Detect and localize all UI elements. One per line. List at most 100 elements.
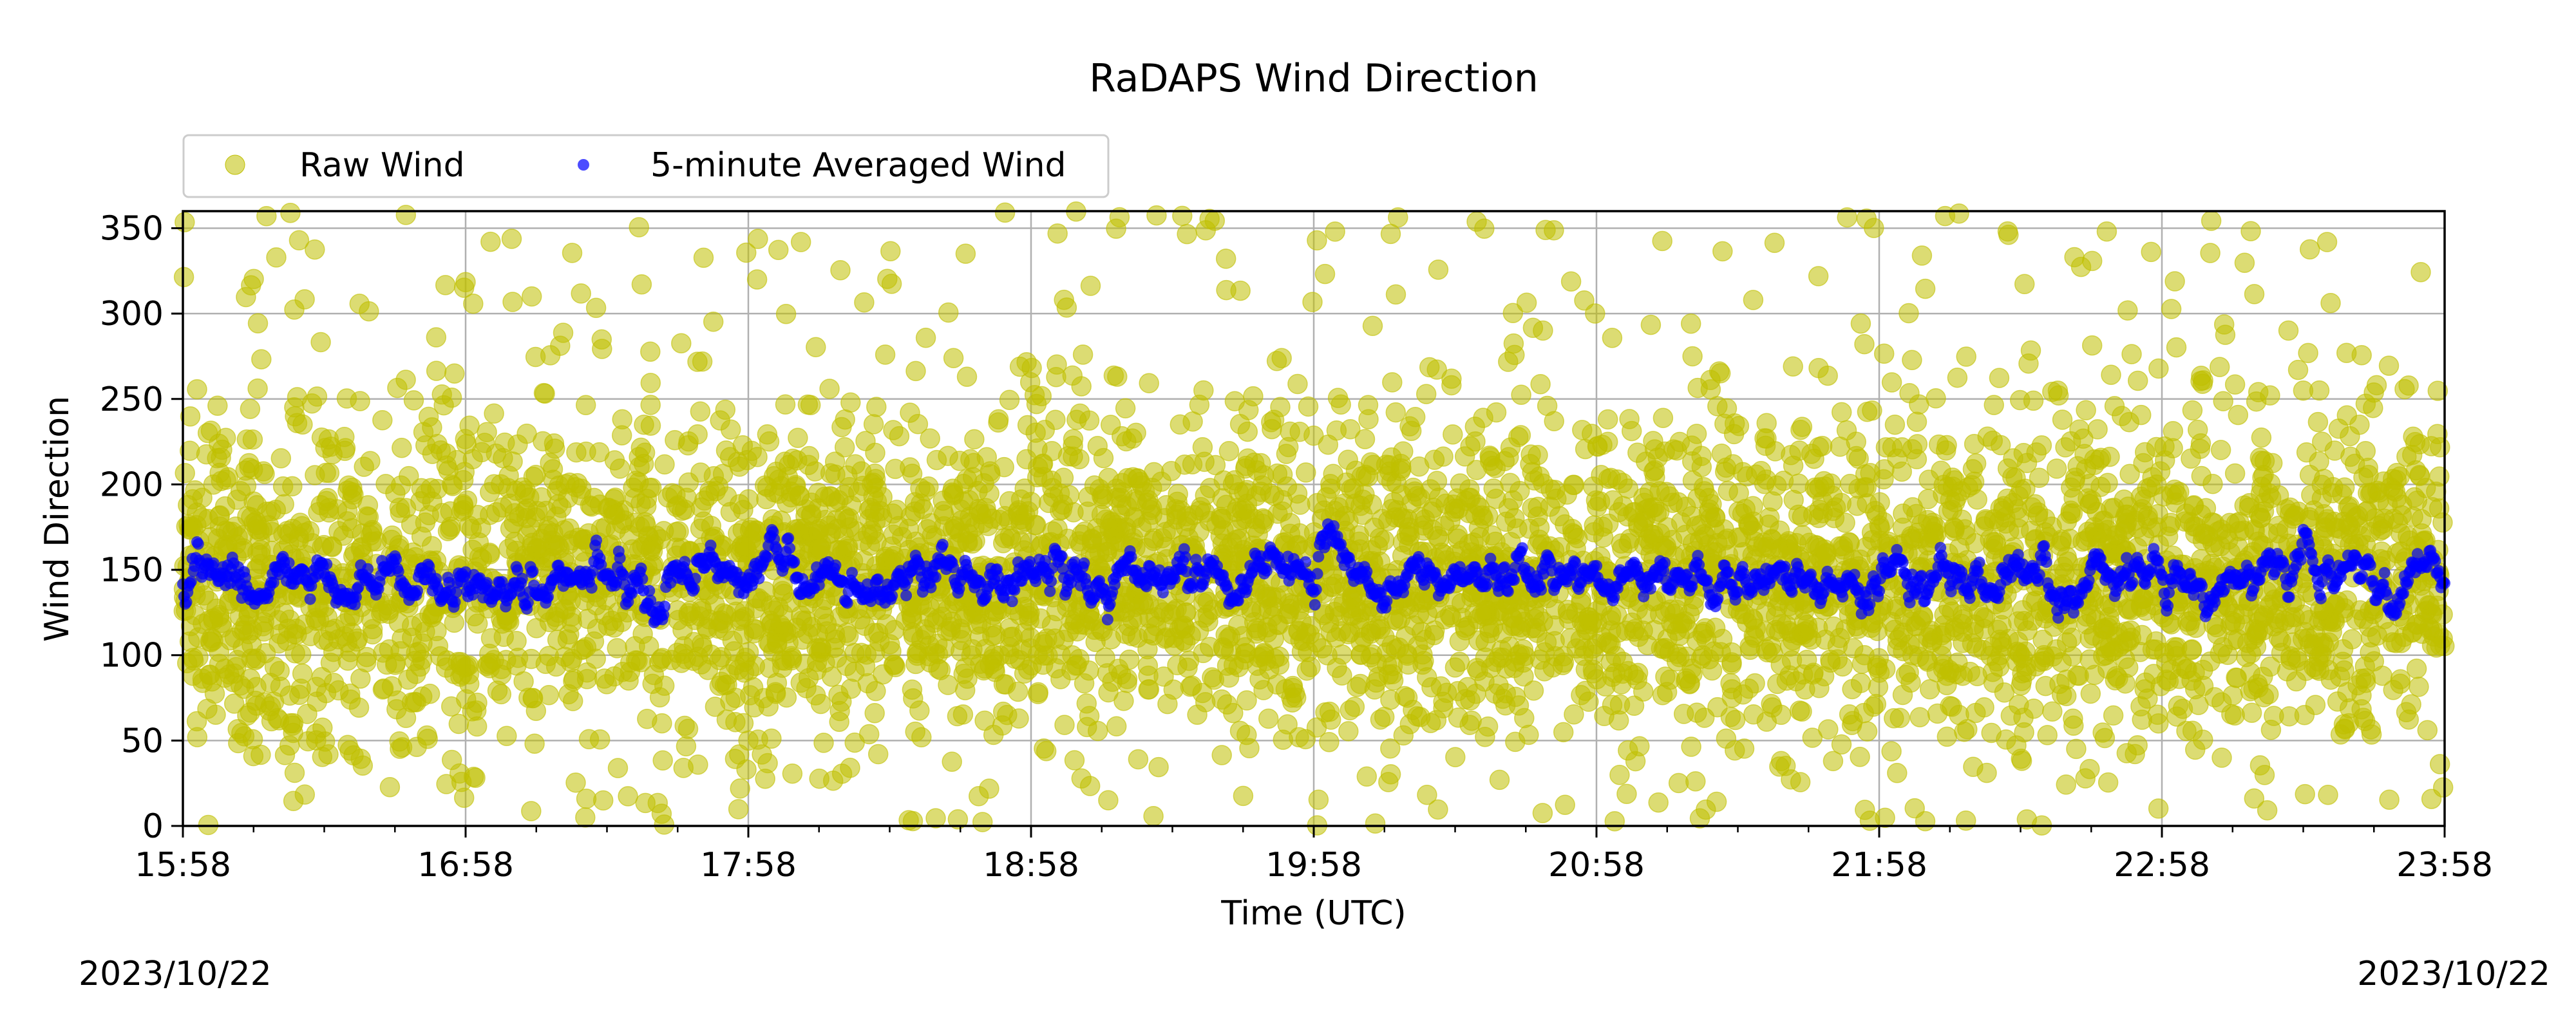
raw-wind-point	[652, 750, 673, 771]
raw-wind-point	[513, 671, 534, 692]
raw-wind-point	[2287, 359, 2309, 380]
raw-wind-point	[2127, 370, 2148, 391]
raw-wind-point	[1368, 666, 1389, 687]
raw-wind-point	[441, 749, 462, 771]
raw-wind-point	[317, 607, 338, 628]
raw-wind-point	[1792, 417, 1813, 437]
raw-wind-point	[350, 748, 371, 769]
raw-wind-point	[994, 202, 1016, 223]
raw-wind-point	[521, 286, 542, 307]
raw-wind-point	[188, 646, 209, 668]
raw-wind-point	[1054, 290, 1074, 310]
raw-wind-point	[1597, 431, 1618, 453]
raw-wind-point	[1906, 411, 1927, 432]
raw-wind-point	[2092, 722, 2113, 743]
raw-wind-point	[1724, 413, 1745, 434]
raw-wind-point	[406, 736, 427, 757]
raw-wind-point	[2236, 646, 2257, 668]
raw-wind-point	[565, 772, 586, 793]
raw-wind-point	[592, 790, 614, 811]
raw-wind-point	[1427, 525, 1448, 547]
raw-wind-point	[1397, 654, 1419, 675]
raw-wind-point	[226, 657, 247, 678]
raw-wind-point	[2127, 735, 2148, 756]
raw-wind-point	[2305, 695, 2326, 715]
raw-wind-point	[1229, 720, 1251, 742]
raw-wind-point	[1284, 682, 1305, 704]
raw-wind-point	[310, 332, 331, 353]
raw-wind-point	[521, 648, 542, 670]
raw-wind-point	[1720, 707, 1741, 727]
raw-wind-point	[1831, 402, 1852, 423]
raw-wind-point	[2209, 357, 2230, 377]
raw-wind-point	[746, 269, 768, 290]
raw-wind-point	[654, 675, 675, 696]
raw-wind-point	[1792, 701, 1812, 722]
raw-wind-point	[732, 435, 753, 456]
raw-wind-point	[964, 429, 985, 450]
raw-wind-point	[1224, 391, 1245, 412]
raw-wind-point	[214, 496, 236, 517]
raw-wind-point	[1176, 602, 1197, 623]
raw-wind-point	[676, 736, 697, 756]
raw-wind-point	[1098, 790, 1119, 810]
raw-wind-point	[1698, 502, 1719, 523]
raw-wind-point	[1271, 348, 1292, 369]
raw-wind-point	[799, 445, 820, 467]
raw-wind-point	[2360, 719, 2382, 740]
raw-wind-point	[2221, 704, 2242, 725]
raw-wind-point	[255, 642, 276, 664]
raw-wind-point	[1428, 487, 1450, 508]
raw-wind-point	[958, 532, 978, 553]
raw-wind-point	[183, 518, 204, 539]
raw-wind-point	[835, 409, 855, 430]
raw-wind-point	[1705, 617, 1726, 639]
raw-wind-point	[734, 624, 755, 644]
raw-wind-point	[1857, 493, 1877, 514]
raw-wind-point	[1627, 513, 1649, 534]
raw-wind-point	[1621, 420, 1642, 442]
raw-wind-point	[2396, 702, 2417, 722]
raw-wind-point	[1394, 686, 1415, 707]
raw-wind-point	[623, 477, 643, 498]
raw-wind-point	[1891, 461, 1912, 482]
raw-wind-point	[571, 283, 591, 304]
raw-wind-point	[2213, 391, 2233, 411]
raw-wind-point	[358, 507, 379, 527]
raw-wind-point	[1653, 407, 1674, 428]
raw-wind-point	[1426, 359, 1447, 380]
raw-wind-point	[1756, 413, 1777, 433]
raw-wind-point	[375, 474, 396, 494]
raw-wind-point	[260, 673, 281, 693]
raw-wind-point	[1106, 716, 1127, 737]
raw-wind-point	[1434, 609, 1455, 630]
raw-wind-point	[2243, 679, 2264, 700]
raw-wind-point	[2116, 621, 2136, 642]
raw-wind-point	[594, 668, 615, 689]
raw-wind-point	[790, 232, 811, 252]
raw-wind-point	[440, 696, 462, 717]
raw-wind-point	[1648, 792, 1669, 813]
raw-wind-point	[938, 445, 958, 466]
raw-wind-point	[545, 656, 567, 677]
raw-wind-point	[1510, 480, 1530, 501]
raw-wind-point	[1830, 436, 1851, 457]
raw-wind-point	[1028, 682, 1048, 703]
raw-wind-point	[2060, 503, 2081, 524]
raw-wind-point	[741, 517, 762, 538]
raw-wind-point	[2048, 385, 2069, 406]
raw-wind-point	[1272, 501, 1293, 522]
raw-wind-point	[900, 402, 920, 423]
raw-wind-point	[1818, 719, 1839, 740]
raw-wind-point	[1893, 503, 1913, 524]
raw-wind-point	[390, 738, 410, 759]
raw-wind-point	[223, 693, 245, 714]
raw-wind-point	[1063, 446, 1083, 467]
raw-wind-point	[1177, 223, 1197, 245]
raw-wind-point	[1303, 426, 1324, 446]
raw-wind-point	[1681, 736, 1701, 757]
raw-wind-point	[710, 410, 730, 431]
raw-wind-point	[854, 292, 875, 313]
raw-wind-point	[1197, 604, 1218, 625]
raw-wind-point	[800, 395, 821, 415]
